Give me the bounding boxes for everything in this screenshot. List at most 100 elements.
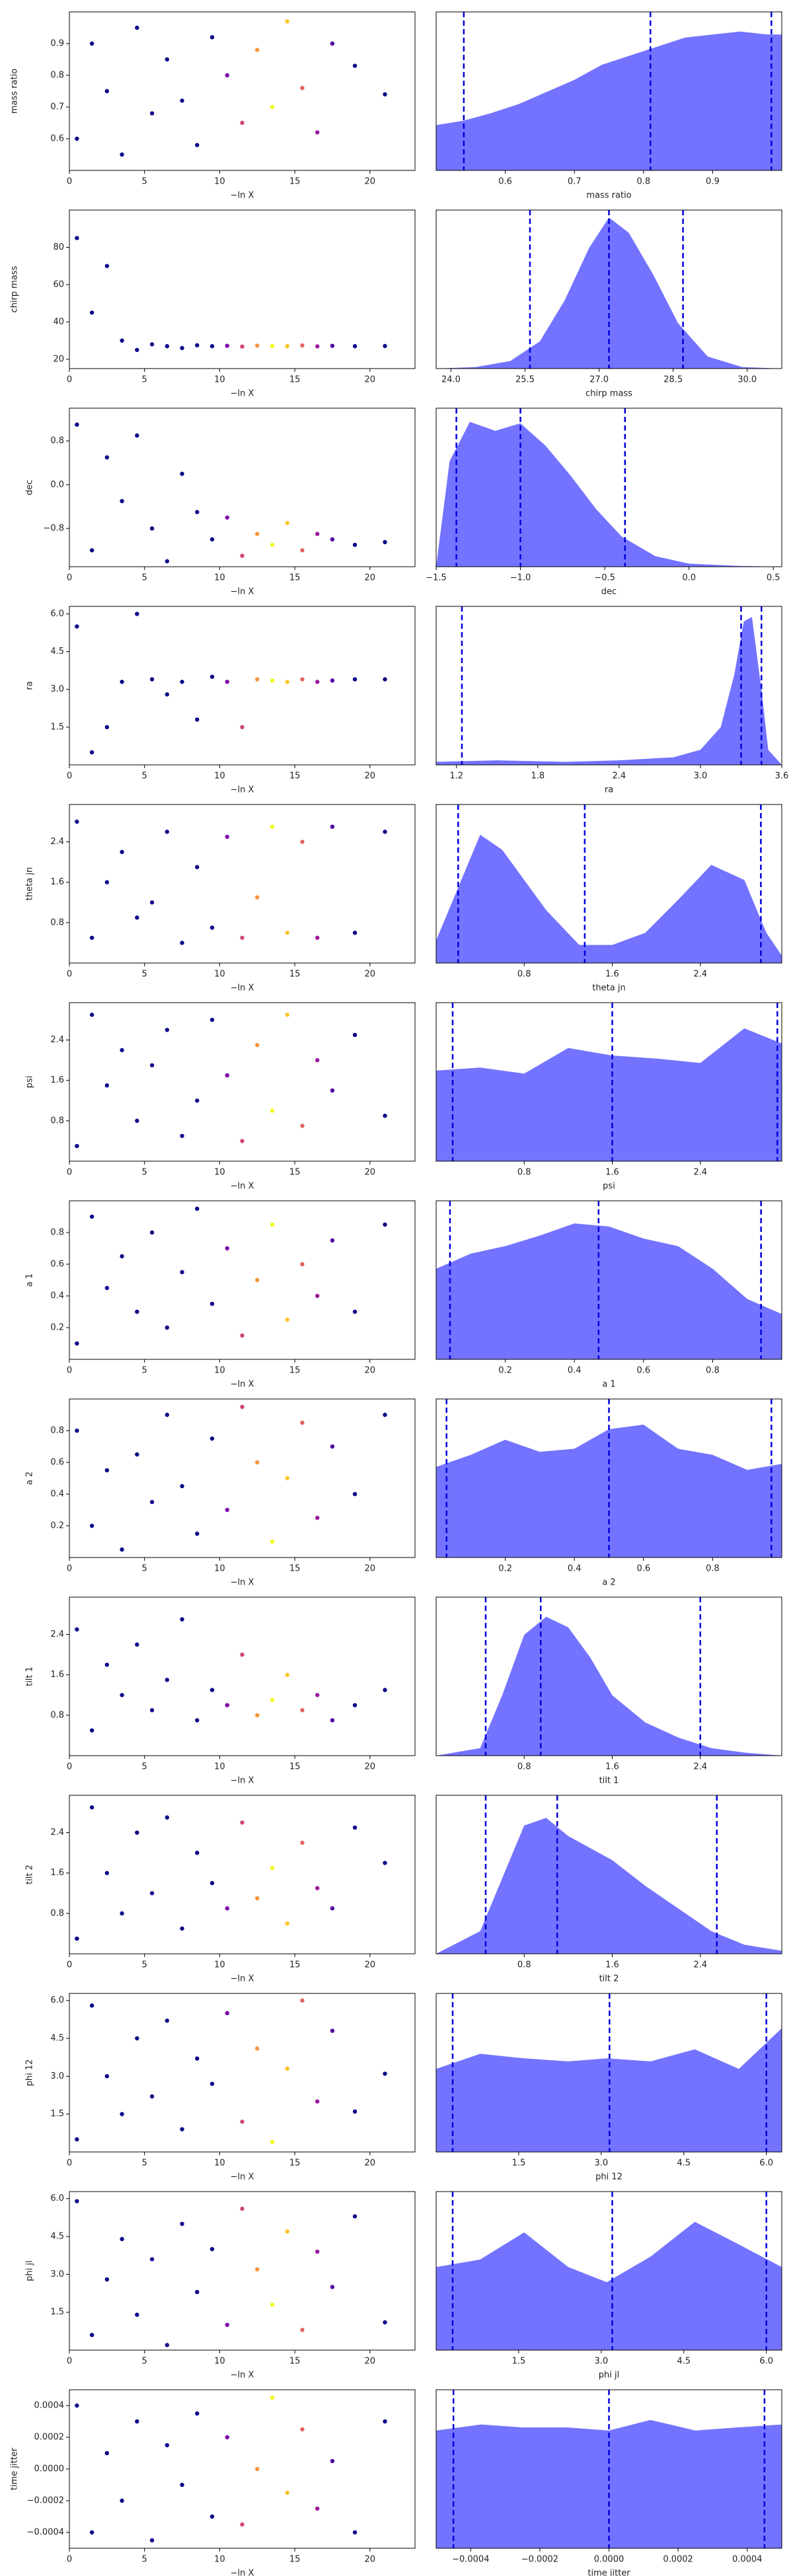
scatter-point xyxy=(120,152,124,157)
axes-frame xyxy=(69,804,416,964)
scatter-point xyxy=(383,343,387,349)
y-tick-label: 3.0 xyxy=(50,684,64,694)
axes-frame xyxy=(435,11,782,171)
y-tick-label: 0.8 xyxy=(50,1908,64,1918)
scatter-point xyxy=(209,925,215,930)
scatter-point xyxy=(285,1476,289,1481)
scatter-point xyxy=(195,2289,200,2295)
scatter-point xyxy=(195,510,200,515)
x-tick-label: 20 xyxy=(365,2159,376,2168)
scatter-point xyxy=(120,2236,124,2242)
x-axis-label: −ln X xyxy=(231,191,254,201)
scatter-point xyxy=(149,1230,155,1235)
scatter-point xyxy=(209,35,215,40)
axes-frame xyxy=(69,1200,416,1360)
scatter-point xyxy=(195,865,200,869)
scatter-point xyxy=(352,1491,358,1497)
scatter-point xyxy=(352,2214,358,2219)
x-tick-label: 0.8 xyxy=(517,1762,531,1772)
x-tick-label: 0.8 xyxy=(517,970,531,980)
x-tick-label: 10 xyxy=(214,2555,225,2565)
scatter-point xyxy=(120,1911,124,1916)
y-tick-label: 2.4 xyxy=(50,837,64,847)
scatter-point xyxy=(352,677,358,682)
y-tick-label: 3.0 xyxy=(50,2071,64,2081)
x-tick-label: 15 xyxy=(289,1960,301,1970)
y-axis-label: phi jl xyxy=(25,2260,35,2281)
scatter-point xyxy=(285,1672,289,1677)
axes-frame xyxy=(435,408,782,567)
scatter-point xyxy=(120,1693,124,1698)
scatter-point xyxy=(330,41,335,46)
y-tick-label: 0.0 xyxy=(50,480,64,489)
scatter-point xyxy=(180,2127,184,2131)
scatter-point xyxy=(225,2322,229,2327)
scatter-point xyxy=(195,1718,200,1723)
axes-frame xyxy=(435,1002,782,1162)
y-tick-label: 0.6 xyxy=(50,134,64,144)
x-tick-label: 4.5 xyxy=(677,2357,691,2367)
scatter-point xyxy=(89,2332,94,2338)
scatter-point xyxy=(89,1214,94,1219)
axes-frame xyxy=(69,11,416,171)
axes-frame xyxy=(435,804,782,964)
scatter-point xyxy=(135,433,139,438)
scatter-point xyxy=(75,1936,79,1941)
scatter-point xyxy=(209,2246,215,2252)
y-tick-label: 6.0 xyxy=(50,2194,64,2203)
scatter-point xyxy=(383,1861,387,1865)
scatter-point xyxy=(209,1688,215,1692)
scatter-point xyxy=(240,2206,245,2211)
scatter-point xyxy=(135,612,139,616)
scatter-point xyxy=(225,343,229,348)
scatter-point xyxy=(300,2328,305,2332)
scatter-point xyxy=(75,1627,79,1632)
scatter-point xyxy=(270,824,275,829)
x-axis-label: −ln X xyxy=(231,2172,254,2182)
x-tick-label: 30.0 xyxy=(737,375,757,385)
scatter-point xyxy=(285,520,289,525)
scatter-point xyxy=(89,2530,94,2535)
y-tick-label: −0.0002 xyxy=(27,2496,64,2506)
x-tick-label: 0 xyxy=(67,2555,72,2565)
y-tick-label: 0.6 xyxy=(50,1260,64,1270)
x-tick-label: 1.8 xyxy=(531,771,545,781)
scatter-point xyxy=(225,2435,229,2440)
scatter-point xyxy=(300,548,305,553)
scatter-point xyxy=(255,1896,260,1901)
scatter-point xyxy=(285,2490,289,2495)
y-tick-label: 0.6 xyxy=(50,1458,64,1468)
x-tick-label: 0 xyxy=(67,1168,72,1178)
x-axis-label: ra xyxy=(605,785,613,795)
x-tick-label: 0.6 xyxy=(636,1564,650,1574)
scatter-point xyxy=(135,1452,139,1457)
scatter-point xyxy=(383,2419,387,2424)
x-tick-label: −1.5 xyxy=(426,573,447,583)
scatter-point xyxy=(120,338,124,343)
axes-frame xyxy=(69,1398,416,1558)
x-axis-label: −ln X xyxy=(231,984,254,993)
x-tick-label: 2.4 xyxy=(613,771,626,781)
density-area xyxy=(436,1223,782,1359)
x-axis-label: dec xyxy=(601,587,617,597)
x-tick-label: 15 xyxy=(289,1564,301,1574)
x-tick-label: 20 xyxy=(365,1366,376,1376)
scatter-point xyxy=(209,674,215,679)
scatter-point xyxy=(120,2112,124,2116)
scatter-point xyxy=(89,1523,94,1528)
x-tick-label: 1.2 xyxy=(449,771,463,781)
axes-frame xyxy=(435,1398,782,1558)
y-tick-label: 0.2 xyxy=(50,1323,64,1333)
x-axis-label: mass ratio xyxy=(586,191,631,201)
x-tick-label: 0.6 xyxy=(636,1366,650,1376)
density-area xyxy=(436,1616,782,1756)
x-tick-label: 4.5 xyxy=(677,2159,691,2168)
scatter-point xyxy=(149,526,155,531)
scatter-point xyxy=(180,345,184,351)
x-tick-label: 0 xyxy=(67,1564,72,1574)
axes-frame xyxy=(69,2191,416,2351)
scatter-point xyxy=(135,915,139,920)
x-tick-label: 20 xyxy=(365,970,376,980)
x-tick-label: 0.0004 xyxy=(732,2555,763,2565)
